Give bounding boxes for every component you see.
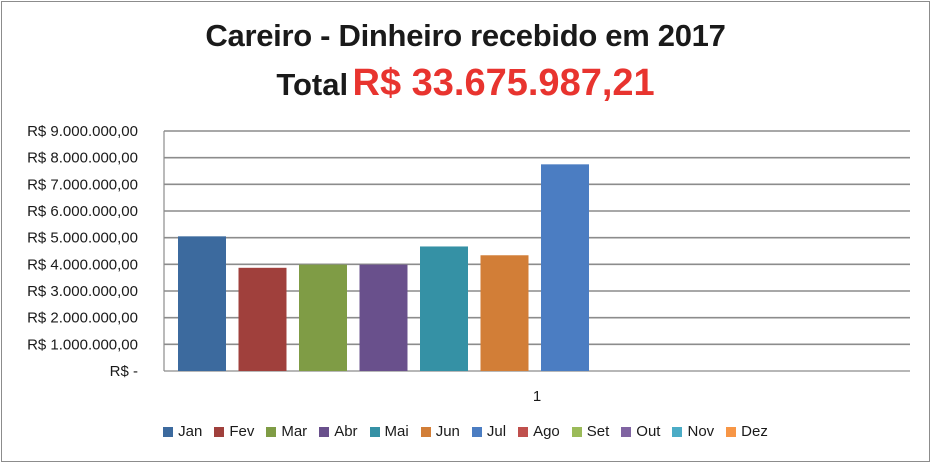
legend-label: Fev — [229, 423, 255, 440]
y-tick-label: R$ 5.000.000,00 — [27, 230, 138, 247]
x-tick-label: 1 — [533, 388, 541, 405]
chart-legend: Jan Fev Mar Abr Mai Jun Jul Ago Set Out Nov Dez — [0, 423, 931, 440]
y-tick-label: R$ 1.000.000,00 — [27, 336, 138, 353]
legend-label: Mar — [281, 423, 308, 440]
legend-swatch — [621, 426, 632, 437]
legend-swatch — [672, 426, 683, 437]
bar-mai — [420, 246, 468, 371]
bar-jun — [480, 255, 529, 371]
legend-label: Jul — [486, 423, 507, 440]
chart-title: Careiro - Dinheiro recebido em 2017 — [205, 18, 726, 53]
bar-jul — [541, 164, 589, 371]
legend-swatch — [471, 426, 482, 437]
legend-item-nov: Nov — [672, 423, 714, 440]
legend-swatch — [518, 426, 529, 437]
bar-mar — [299, 264, 347, 371]
y-tick-label: R$ - — [110, 363, 138, 380]
legend-swatch — [266, 426, 277, 437]
legend-item-dez: Dez — [726, 423, 768, 440]
legend-item-ago: Ago — [518, 423, 560, 440]
legend-label: Jan — [178, 423, 203, 440]
total-value: R$ 33.675.987,21 — [352, 62, 655, 104]
bar-jan — [178, 236, 226, 371]
y-tick-label: R$ 6.000.000,00 — [27, 203, 138, 220]
legend-label: Dez — [741, 423, 768, 440]
legend-item-jun: Jun — [420, 423, 460, 440]
legend-swatch — [420, 426, 431, 437]
legend-item-jul: Jul — [471, 423, 507, 440]
legend-swatch — [214, 426, 225, 437]
legend-item-set: Set — [571, 423, 610, 440]
legend-item-jan: Jan — [163, 423, 202, 440]
y-tick-label: R$ 2.000.000,00 — [27, 310, 138, 327]
legend-item-mar: Mar — [266, 423, 307, 440]
legend-item-abr: Abr — [319, 423, 358, 440]
legend-swatch — [319, 426, 330, 437]
legend-label: Mai — [384, 423, 409, 440]
y-tick-label: R$ 8.000.000,00 — [27, 150, 138, 167]
legend-swatch — [163, 426, 174, 437]
legend-label: Jun — [435, 423, 460, 440]
chart-subtitle: Total R$ 33.675.987,21 — [0, 62, 931, 105]
legend-label: Nov — [687, 423, 715, 440]
bar-fev — [238, 267, 287, 371]
legend-label: Set — [586, 423, 610, 440]
legend-label: Abr — [334, 423, 358, 440]
bar-abr — [359, 264, 408, 371]
y-tick-label: R$ 9.000.000,00 — [27, 123, 138, 140]
legend-swatch — [571, 426, 582, 437]
total-label: Total — [276, 67, 349, 102]
legend-item-mai: Mai — [369, 423, 409, 440]
legend-label: Ago — [533, 423, 560, 440]
y-tick-label: R$ 4.000.000,00 — [27, 256, 138, 273]
legend-label: Out — [636, 423, 661, 440]
legend-swatch — [726, 426, 737, 437]
y-tick-label: R$ 7.000.000,00 — [27, 176, 138, 193]
legend-item-out: Out — [621, 423, 660, 440]
legend-item-fev: Fev — [214, 423, 254, 440]
y-tick-label: R$ 3.000.000,00 — [27, 283, 138, 300]
legend-swatch — [369, 426, 380, 437]
